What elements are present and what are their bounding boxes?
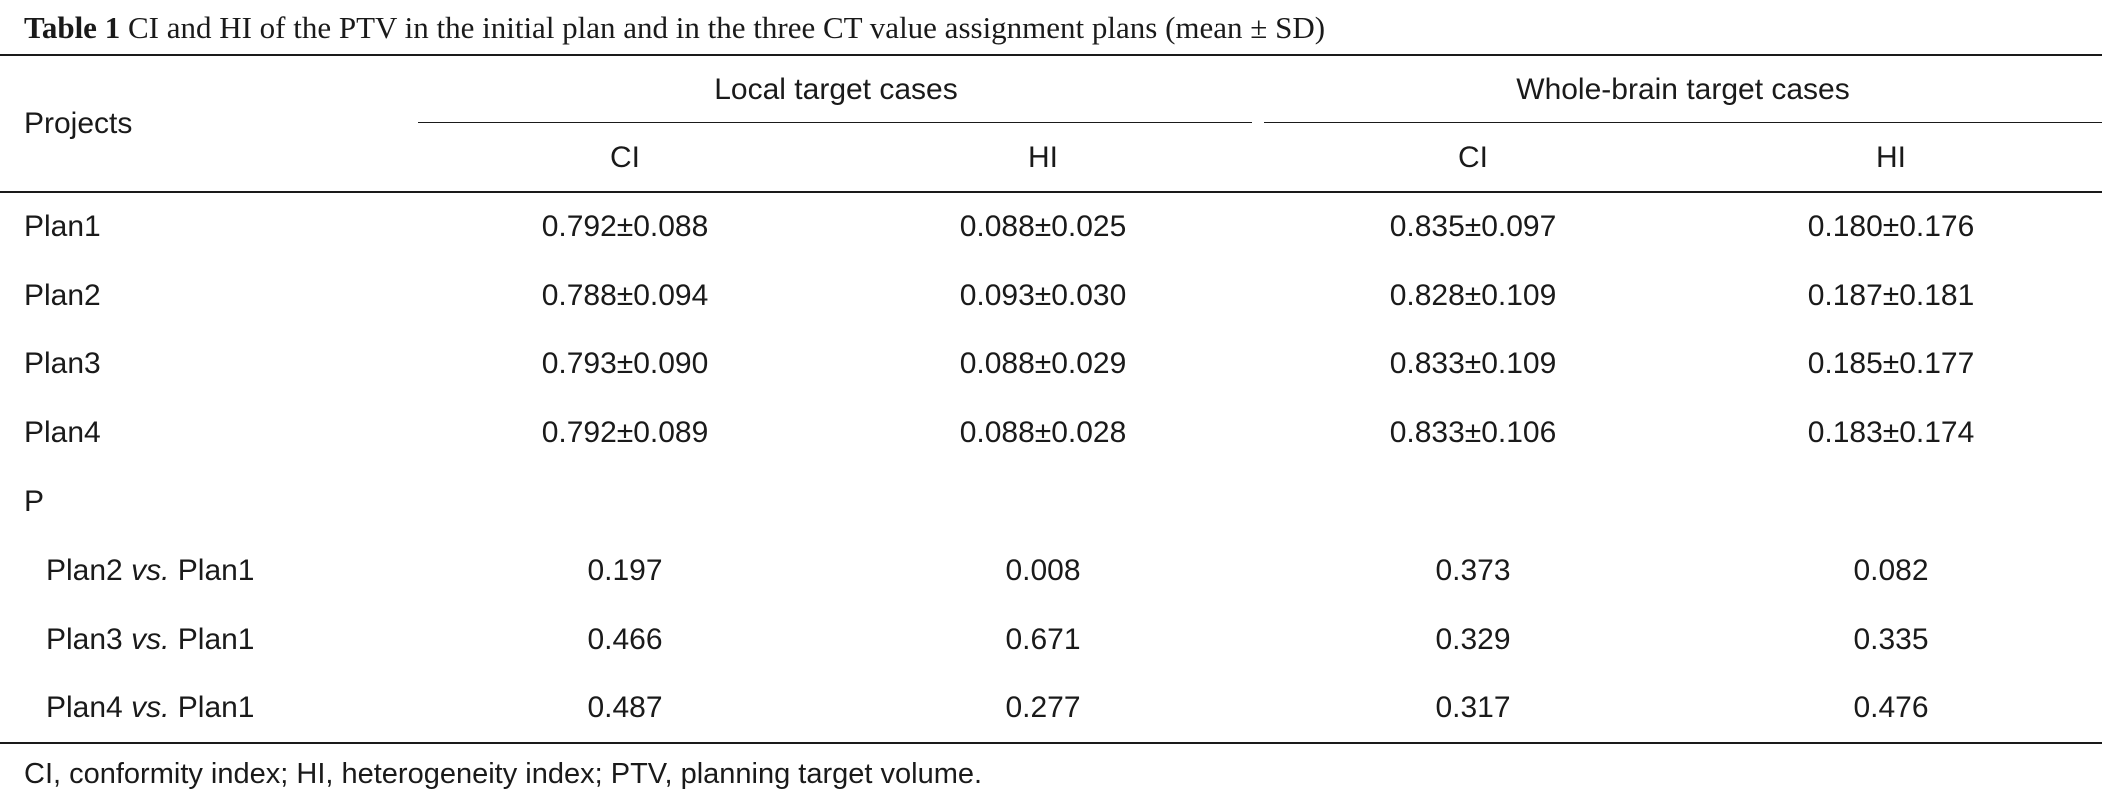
header-whole-ci: CI <box>1458 141 1488 174</box>
p-section-label: P <box>24 485 45 518</box>
cell-whole-hi: 0.183±0.174 <box>1807 416 1975 449</box>
cell-whole-ci: 0.833±0.109 <box>1389 347 1557 380</box>
comparison-right: Plan1 <box>177 623 255 656</box>
comparison-left: Plan4 <box>46 691 123 724</box>
cell-whole-hi: 0.335 <box>1853 623 1929 656</box>
cell-local-hi: 0.088±0.025 <box>959 210 1127 243</box>
comparison-label: Plan3 vs. Plan1 <box>46 622 255 658</box>
table-caption-label: Table 1 <box>24 10 121 45</box>
header-local-ci: CI <box>610 141 640 174</box>
comparison-right: Plan1 <box>177 554 255 587</box>
cell-local-hi: 0.088±0.028 <box>959 416 1127 449</box>
comparison-vs: vs. <box>131 554 170 587</box>
group-rule-local <box>418 122 1252 123</box>
row-label: Plan4 <box>24 416 101 449</box>
cell-local-hi: 0.088±0.029 <box>959 347 1127 380</box>
cell-local-ci: 0.792±0.088 <box>541 210 709 243</box>
cell-whole-ci: 0.329 <box>1435 623 1511 656</box>
row-label: Plan2 <box>24 279 101 312</box>
cell-local-hi: 0.093±0.030 <box>959 279 1127 312</box>
table-caption: Table 1 CI and HI of the PTV in the init… <box>24 8 1325 48</box>
group-rule-whole <box>1264 122 2102 123</box>
comparison-vs: vs. <box>131 623 170 656</box>
bottom-rule <box>0 742 2102 744</box>
header-projects: Projects <box>24 107 133 140</box>
cell-local-ci: 0.792±0.089 <box>541 416 709 449</box>
cell-local-hi: 0.277 <box>1005 691 1081 724</box>
cell-whole-hi: 0.187±0.181 <box>1807 279 1975 312</box>
row-label: Plan1 <box>24 210 101 243</box>
cell-whole-ci: 0.828±0.109 <box>1389 279 1557 312</box>
cell-whole-hi: 0.185±0.177 <box>1807 347 1975 380</box>
header-group-local: Local target cases <box>714 73 958 106</box>
cell-local-ci: 0.788±0.094 <box>541 279 709 312</box>
cell-local-ci: 0.487 <box>587 691 663 724</box>
cell-local-ci: 0.793±0.090 <box>541 347 709 380</box>
header-whole-hi: HI <box>1876 141 1906 174</box>
row-label: Plan3 <box>24 347 101 380</box>
cell-whole-hi: 0.082 <box>1853 554 1929 587</box>
cell-whole-hi: 0.180±0.176 <box>1807 210 1975 243</box>
cell-whole-ci: 0.373 <box>1435 554 1511 587</box>
cell-whole-ci: 0.833±0.106 <box>1389 416 1557 449</box>
table-caption-text: CI and HI of the PTV in the initial plan… <box>127 10 1326 45</box>
cell-whole-ci: 0.317 <box>1435 691 1511 724</box>
comparison-left: Plan2 <box>46 554 123 587</box>
comparison-vs: vs. <box>131 691 170 724</box>
cell-local-ci: 0.197 <box>587 554 663 587</box>
top-rule <box>0 54 2102 56</box>
comparison-right: Plan1 <box>177 691 255 724</box>
comparison-label: Plan2 vs. Plan1 <box>46 553 255 589</box>
comparison-left: Plan3 <box>46 623 123 656</box>
comparison-label: Plan4 vs. Plan1 <box>46 690 255 726</box>
cell-local-hi: 0.671 <box>1005 623 1081 656</box>
header-local-hi: HI <box>1028 141 1058 174</box>
cell-whole-hi: 0.476 <box>1853 691 1929 724</box>
header-group-whole: Whole-brain target cases <box>1516 73 1850 106</box>
table-footnote: CI, conformity index; HI, heterogeneity … <box>24 758 983 790</box>
cell-local-ci: 0.466 <box>587 623 663 656</box>
cell-whole-ci: 0.835±0.097 <box>1389 210 1557 243</box>
header-bottom-rule <box>0 191 2102 193</box>
cell-local-hi: 0.008 <box>1005 554 1081 587</box>
